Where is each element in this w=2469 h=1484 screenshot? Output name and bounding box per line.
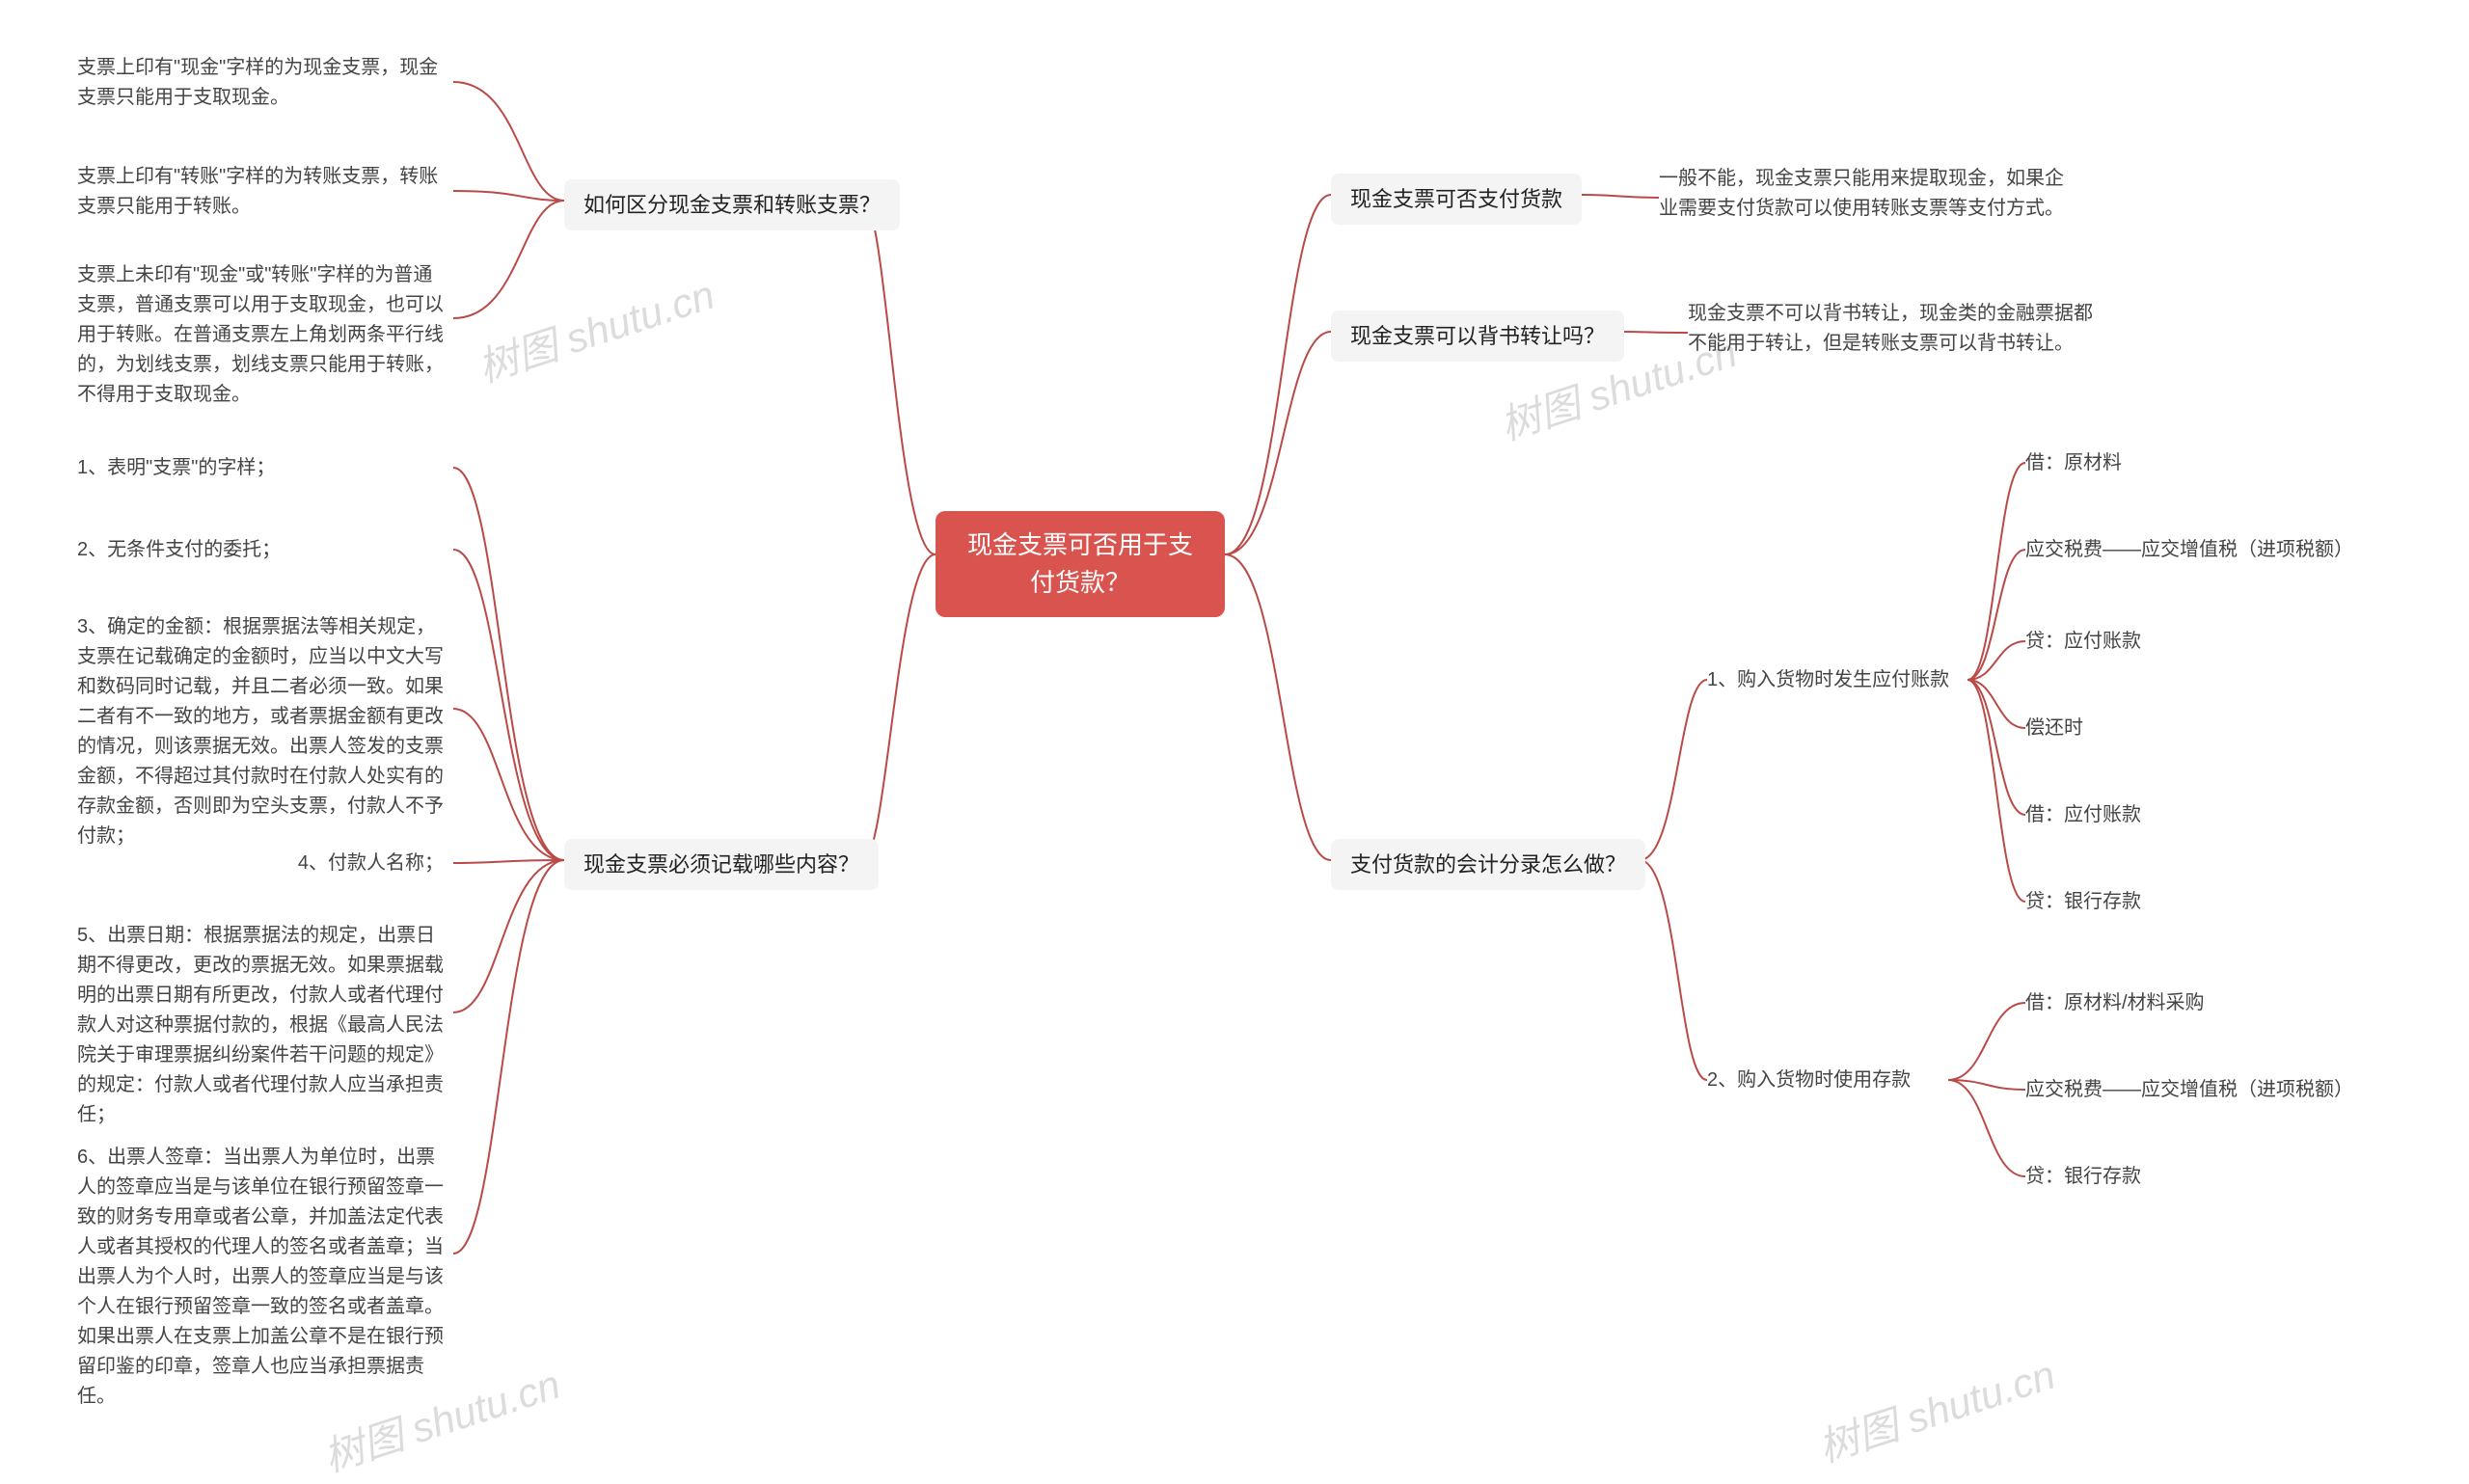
leaf: 应交税费——应交增值税（进项税额） xyxy=(2025,1075,2353,1105)
leaf: 应交税费——应交增值税（进项税额） xyxy=(2025,535,2353,565)
leaf: 支票上未印有"现金"或"转账"字样的为普通支票，普通支票可以用于支取现金，也可以… xyxy=(77,260,444,410)
leaf: 支票上印有"转账"字样的为转账支票，转账支票只能用于转账。 xyxy=(77,162,444,222)
leaf: 4、付款人名称； xyxy=(77,849,444,878)
leaf: 一般不能，现金支票只能用来提取现金，如果企业需要支付货款可以使用转账支票等支付方… xyxy=(1659,164,2064,224)
leaf: 5、出票日期：根据票据法的规定，出票日期不得更改，更改的票据无效。如果票据载明的… xyxy=(77,921,444,1130)
sub-branch-deposit: 2、购入货物时使用存款 xyxy=(1707,1066,1911,1095)
left-branch-required-content: 现金支票必须记载哪些内容？ xyxy=(564,839,879,890)
leaf: 贷：银行存款 xyxy=(2025,1162,2141,1192)
watermark: 树图 shutu.cn xyxy=(1810,1342,2062,1474)
leaf: 现金支票不可以背书转让，现金类的金融票据都不能用于转让，但是转账支票可以背书转让… xyxy=(1688,299,2093,359)
watermark: 树图 shutu.cn xyxy=(470,262,721,394)
leaf: 1、表明"支票"的字样； xyxy=(77,453,275,483)
left-branch-distinguish: 如何区分现金支票和转账支票？ xyxy=(564,179,900,230)
leaf: 支票上印有"现金"字样的为现金支票，现金支票只能用于支取现金。 xyxy=(77,53,444,113)
leaf: 6、出票人签章：当出票人为单位时，出票人的签章应当是与该单位在银行预留签章一致的… xyxy=(77,1143,444,1412)
leaf: 借：原材料 xyxy=(2025,448,2122,478)
right-branch-accounting: 支付货款的会计分录怎么做？ xyxy=(1331,839,1645,890)
leaf: 2、无条件支付的委托； xyxy=(77,535,281,565)
leaf: 3、确定的金额：根据票据法等相关规定，支票在记载确定的金额时，应当以中文大写和数… xyxy=(77,612,444,851)
leaf: 偿还时 xyxy=(2025,714,2083,743)
leaf: 贷：银行存款 xyxy=(2025,887,2141,917)
leaf: 借：原材料/材料采购 xyxy=(2025,988,2205,1018)
leaf: 借：应付账款 xyxy=(2025,800,2141,830)
root-node: 现金支票可否用于支付货款？ xyxy=(936,511,1225,617)
leaf: 贷：应付账款 xyxy=(2025,627,2141,657)
right-branch-pay-goods: 现金支票可否支付货款 xyxy=(1331,174,1582,225)
right-branch-endorse: 现金支票可以背书转让吗？ xyxy=(1331,310,1624,362)
sub-branch-payable: 1、购入货物时发生应付账款 xyxy=(1707,665,1949,695)
